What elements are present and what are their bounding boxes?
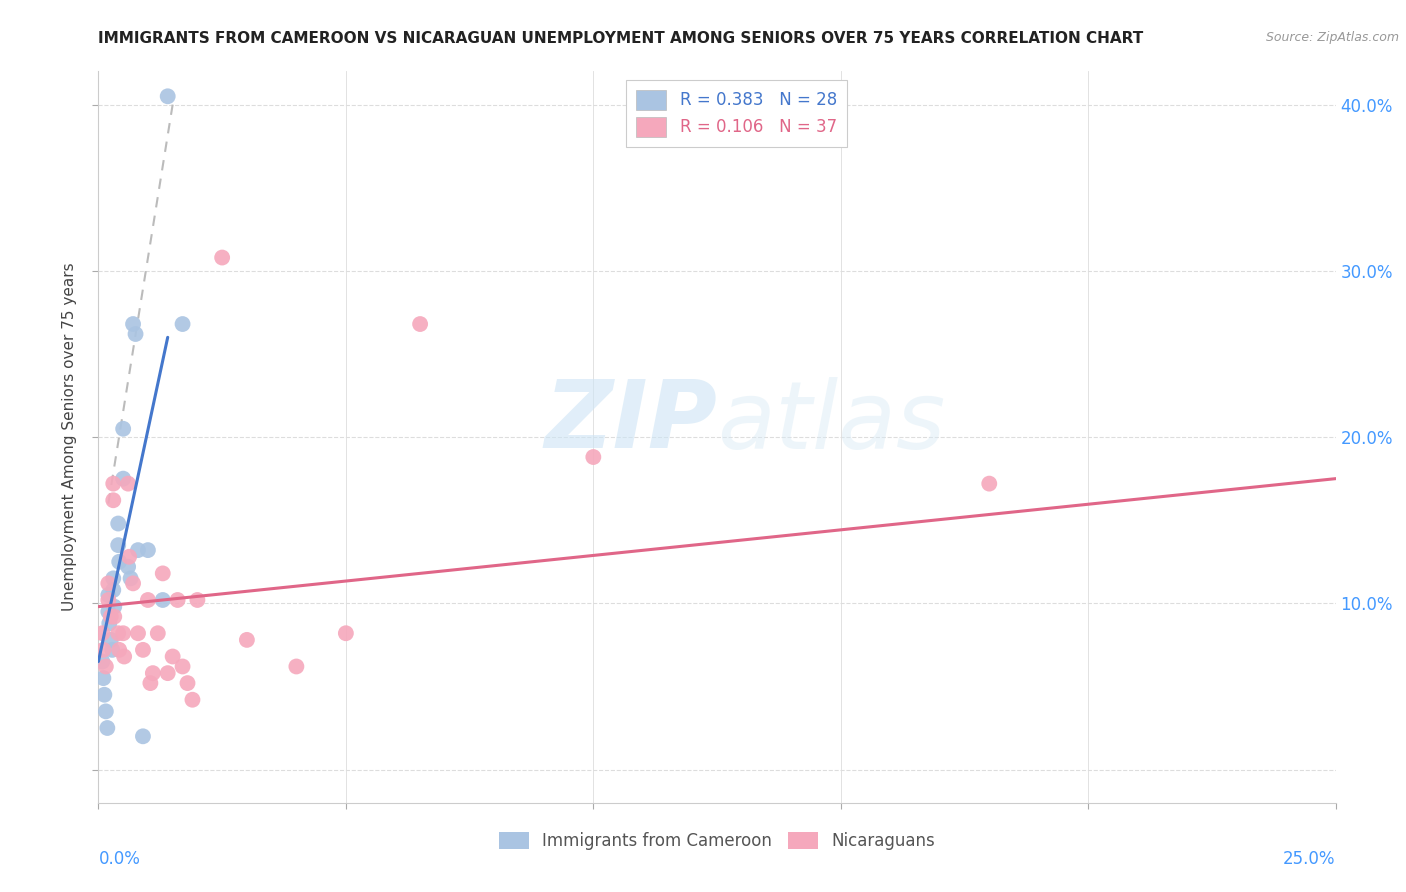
Point <box>176 676 198 690</box>
Point <box>136 593 159 607</box>
Text: ZIP: ZIP <box>544 376 717 468</box>
Text: atlas: atlas <box>717 377 945 468</box>
Point <box>108 643 131 657</box>
Point <box>117 476 139 491</box>
Point <box>186 593 208 607</box>
Point <box>156 89 179 103</box>
Point <box>94 659 117 673</box>
Point <box>162 649 184 664</box>
Point <box>98 616 121 631</box>
Point <box>94 705 117 719</box>
Point <box>181 692 204 706</box>
Point <box>103 599 125 614</box>
Point <box>112 626 135 640</box>
Point <box>139 676 162 690</box>
Point <box>285 659 308 673</box>
Point <box>103 582 125 597</box>
Point <box>211 251 233 265</box>
Point <box>335 626 357 640</box>
Text: IMMIGRANTS FROM CAMEROON VS NICARAGUAN UNEMPLOYMENT AMONG SENIORS OVER 75 YEARS : IMMIGRANTS FROM CAMEROON VS NICARAGUAN U… <box>98 31 1143 46</box>
Point <box>93 671 115 685</box>
Point <box>101 643 124 657</box>
Point <box>122 576 145 591</box>
Point <box>100 609 122 624</box>
Point <box>107 626 129 640</box>
Legend: R = 0.383   N = 28, R = 0.106   N = 37: R = 0.383 N = 28, R = 0.106 N = 37 <box>627 79 846 147</box>
Y-axis label: Unemployment Among Seniors over 75 years: Unemployment Among Seniors over 75 years <box>62 263 77 611</box>
Text: 0.0%: 0.0% <box>98 850 141 868</box>
Point <box>236 632 259 647</box>
Point <box>127 626 149 640</box>
Point <box>582 450 605 464</box>
Point <box>97 588 120 602</box>
Point <box>112 649 135 664</box>
Point <box>172 659 194 673</box>
Point <box>91 626 114 640</box>
Point <box>97 605 120 619</box>
Point <box>166 593 188 607</box>
Point <box>108 555 131 569</box>
Point <box>409 317 432 331</box>
Point <box>112 422 135 436</box>
Point <box>132 729 155 743</box>
Point <box>118 549 141 564</box>
Point <box>96 721 118 735</box>
Point <box>100 632 122 647</box>
Point <box>103 571 125 585</box>
Point <box>172 317 194 331</box>
Point <box>91 655 114 669</box>
Point <box>97 593 120 607</box>
Point <box>124 326 146 341</box>
Point <box>93 688 115 702</box>
Point <box>136 543 159 558</box>
Point <box>127 543 149 558</box>
Point <box>103 476 125 491</box>
Point <box>93 643 115 657</box>
Point <box>107 538 129 552</box>
Point <box>156 666 179 681</box>
Point <box>97 576 120 591</box>
Point <box>103 493 125 508</box>
Point <box>120 571 142 585</box>
Point <box>103 609 125 624</box>
Point <box>112 472 135 486</box>
Text: Source: ZipAtlas.com: Source: ZipAtlas.com <box>1265 31 1399 45</box>
Point <box>152 593 174 607</box>
Point <box>132 643 155 657</box>
Point <box>142 666 165 681</box>
Point <box>122 317 145 331</box>
Text: 25.0%: 25.0% <box>1284 850 1336 868</box>
Point <box>107 516 129 531</box>
Point <box>979 476 1001 491</box>
Point <box>117 559 139 574</box>
Point <box>146 626 169 640</box>
Point <box>152 566 174 581</box>
